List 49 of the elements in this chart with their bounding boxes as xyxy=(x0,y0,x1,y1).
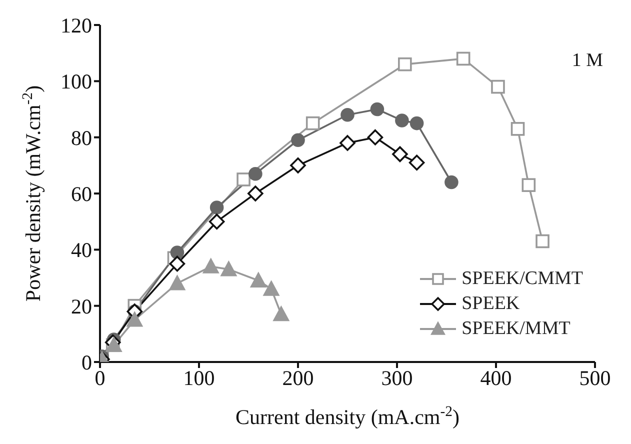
legend-label: SPEEK/CMMT xyxy=(462,268,583,290)
point xyxy=(491,80,505,94)
point xyxy=(398,57,412,72)
point xyxy=(202,258,219,274)
point xyxy=(220,261,237,276)
point xyxy=(208,214,225,230)
point xyxy=(210,200,224,214)
point xyxy=(169,256,186,272)
point xyxy=(510,122,525,136)
x-axis-title: Current density (mA.cm$^{-2}$) xyxy=(236,404,460,429)
point xyxy=(248,186,264,202)
x-tick-label: 400 xyxy=(480,366,512,390)
y-tick-label: 80 xyxy=(71,126,92,150)
point xyxy=(290,158,306,174)
x-tick-label: 300 xyxy=(381,366,413,390)
legend-label: SPEEK xyxy=(462,292,520,314)
x-tick-label: 500 xyxy=(579,366,611,390)
x-tick-label: 100 xyxy=(183,366,215,390)
point xyxy=(456,52,470,66)
y-tick-label: 100 xyxy=(60,70,92,94)
y-tick-label: 40 xyxy=(71,238,92,262)
point xyxy=(392,146,408,162)
annotation: 1 M xyxy=(572,50,603,72)
point xyxy=(340,108,354,122)
point xyxy=(236,172,250,186)
point xyxy=(169,275,186,290)
point xyxy=(395,114,409,128)
point xyxy=(522,178,536,192)
point xyxy=(126,312,143,327)
point xyxy=(536,234,550,248)
point xyxy=(444,175,458,190)
point xyxy=(306,116,320,130)
y-tick-label: 20 xyxy=(71,294,92,318)
point xyxy=(273,306,290,322)
point xyxy=(408,154,425,171)
point xyxy=(340,135,356,151)
point xyxy=(367,129,384,146)
legend-label: SPEEK/MMT xyxy=(462,318,570,340)
point xyxy=(250,272,266,288)
point xyxy=(263,281,280,296)
point xyxy=(291,133,305,148)
y-tick-label: 60 xyxy=(71,182,92,206)
point xyxy=(410,116,424,130)
point xyxy=(248,166,262,181)
x-tick-label: 200 xyxy=(282,366,314,390)
point xyxy=(370,102,384,116)
y-tick-label: 0 xyxy=(82,350,92,374)
point xyxy=(170,246,184,260)
y-tick-label: 120 xyxy=(60,13,92,38)
